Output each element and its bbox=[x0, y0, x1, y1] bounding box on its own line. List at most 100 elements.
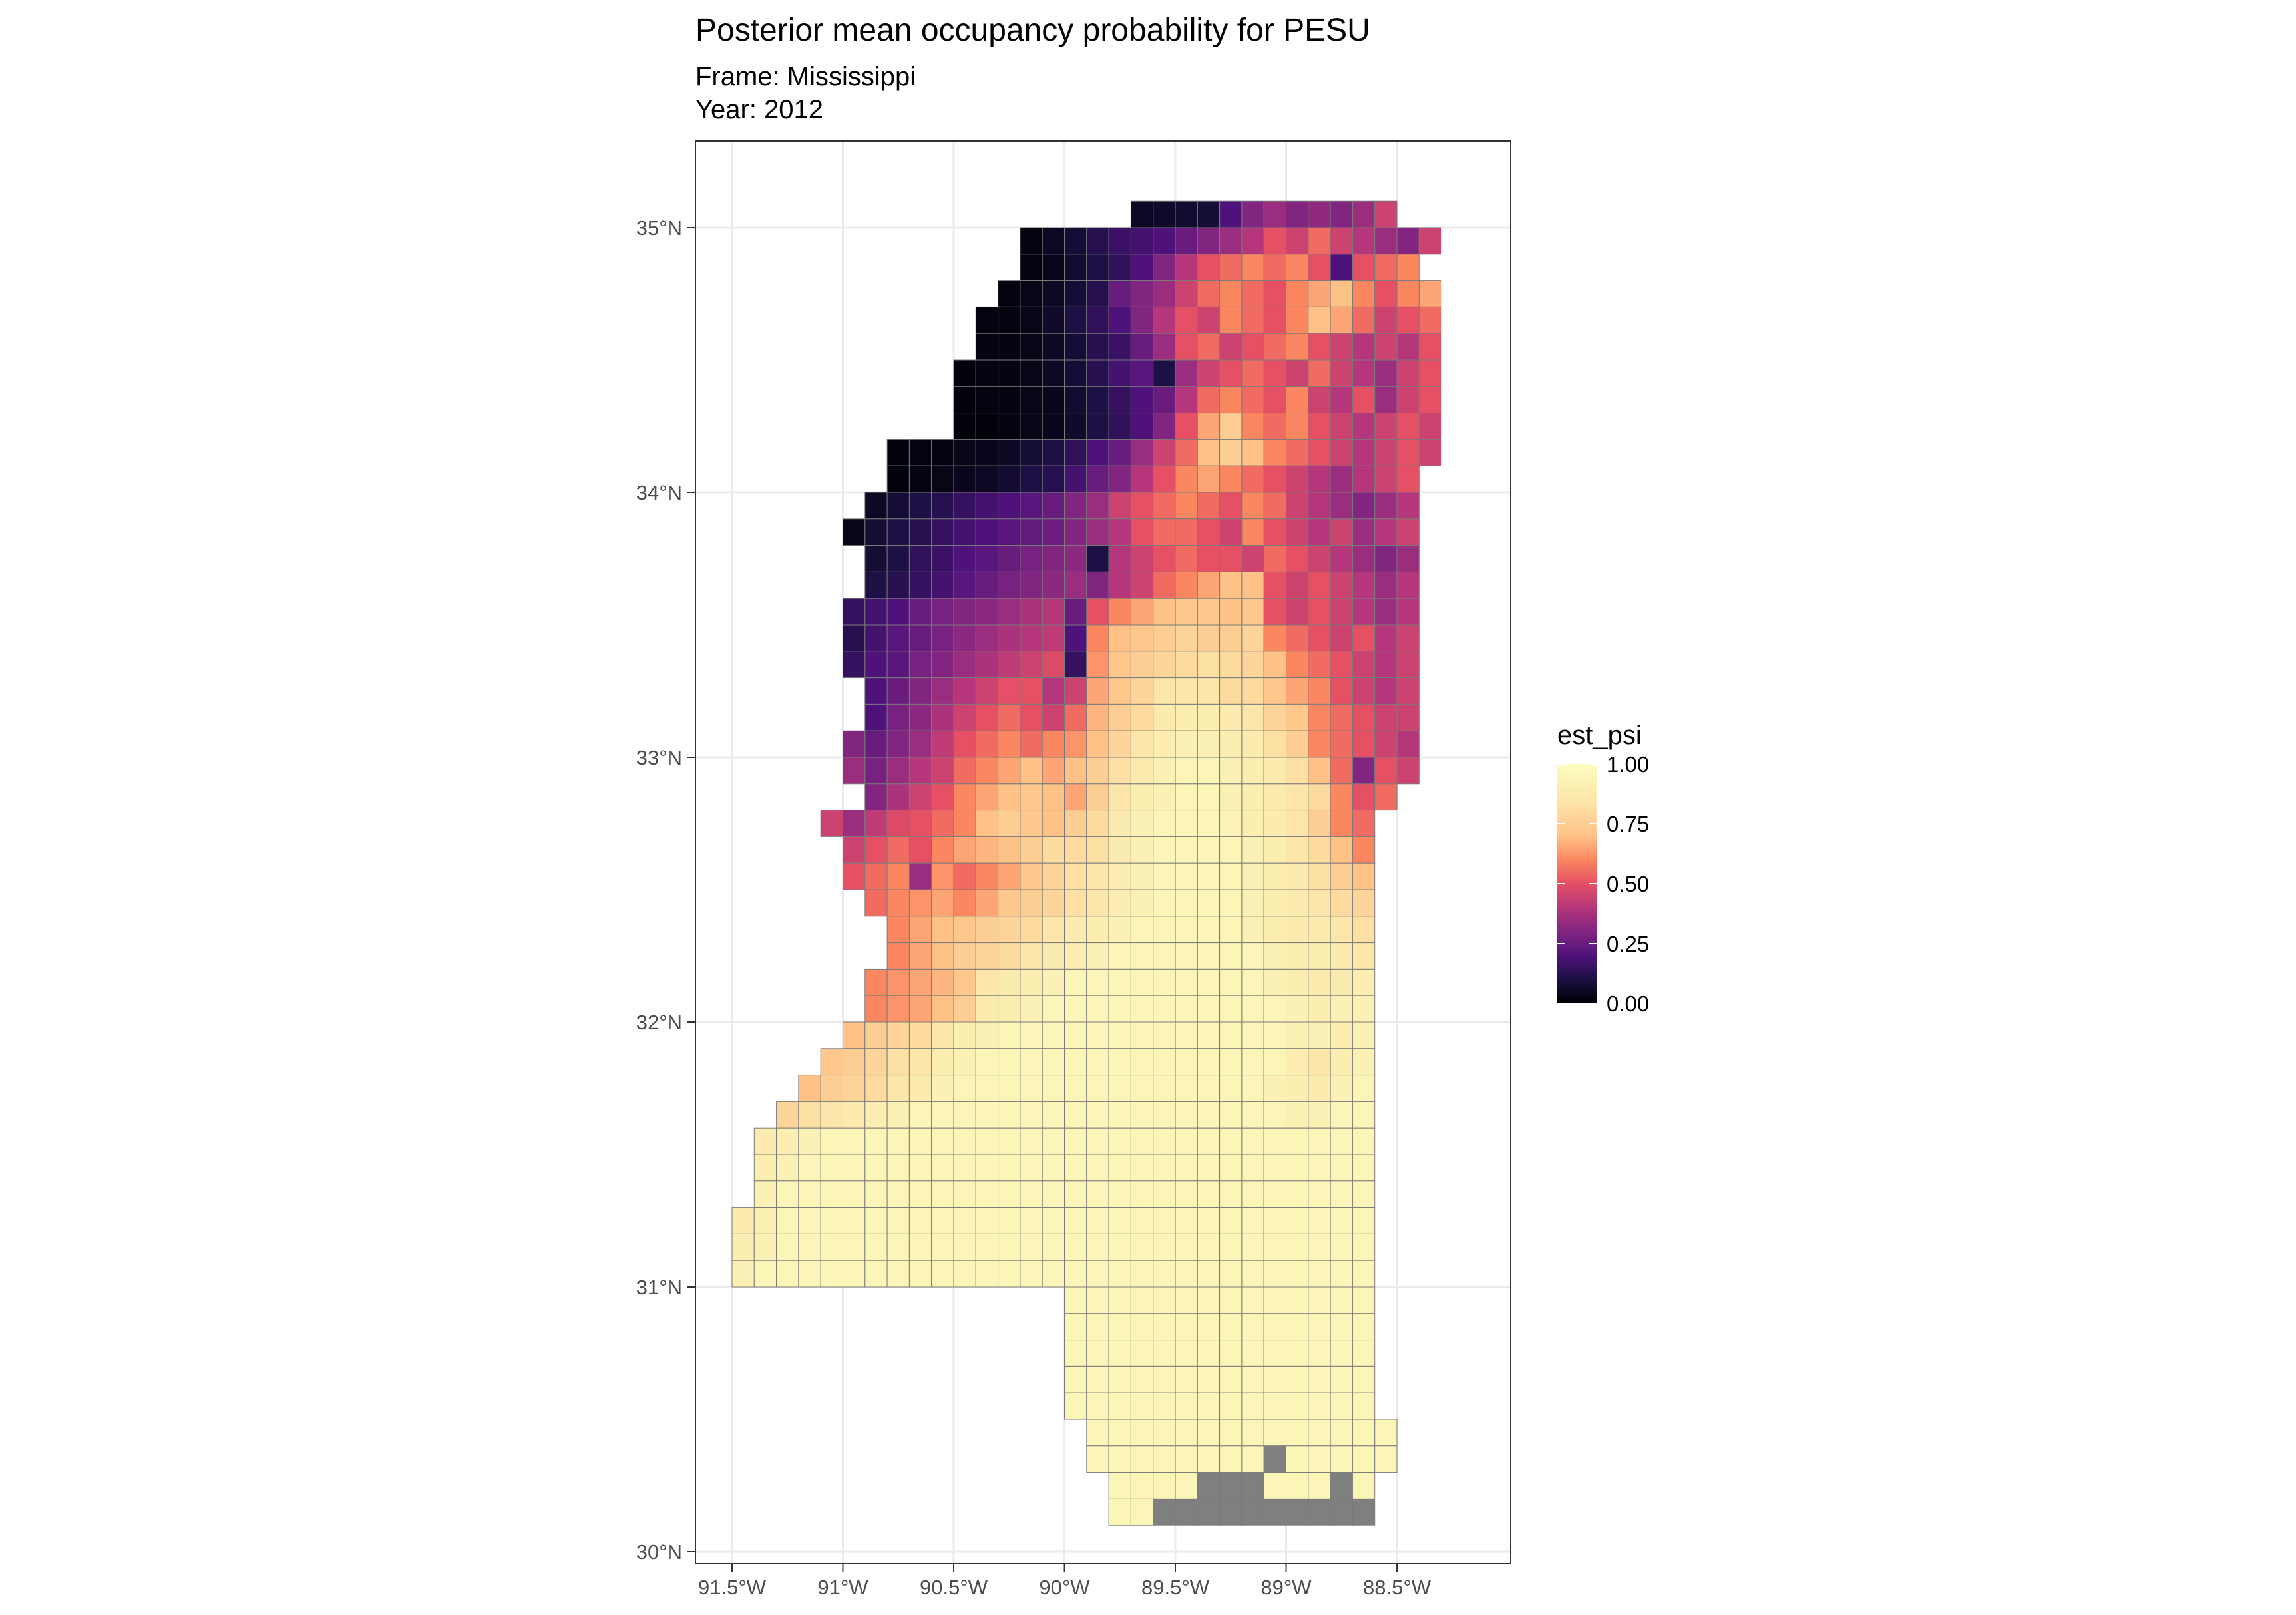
grid-cell bbox=[1330, 836, 1353, 864]
grid-cell bbox=[1175, 1154, 1198, 1182]
grid-cell bbox=[1197, 1075, 1221, 1102]
grid-cell bbox=[931, 1233, 954, 1261]
grid-cell bbox=[1108, 1154, 1131, 1182]
grid-cell bbox=[1263, 1340, 1286, 1367]
grid-cell bbox=[1241, 571, 1264, 599]
grid-cell bbox=[975, 439, 999, 466]
grid-cell bbox=[931, 677, 954, 705]
grid-cell bbox=[1130, 439, 1154, 466]
grid-cell bbox=[1086, 1127, 1109, 1155]
grid-cell bbox=[731, 1260, 755, 1288]
grid-cell bbox=[1175, 1286, 1198, 1314]
grid-cell bbox=[820, 1207, 843, 1234]
grid-cell bbox=[1263, 492, 1286, 520]
grid-cell bbox=[1108, 545, 1131, 572]
grid-cell bbox=[843, 1075, 866, 1102]
grid-cell bbox=[1263, 1075, 1286, 1102]
grid-cell bbox=[1330, 1472, 1353, 1499]
grid-cell bbox=[975, 624, 999, 652]
grid-cell bbox=[1308, 1419, 1331, 1447]
legend-label: 0.25 bbox=[1607, 932, 1649, 956]
grid-cell bbox=[1286, 624, 1309, 652]
grid-cell bbox=[1263, 916, 1286, 944]
grid-cell bbox=[1396, 306, 1420, 334]
grid-cell bbox=[886, 677, 910, 705]
grid-cell bbox=[998, 1075, 1021, 1102]
grid-cell bbox=[1064, 386, 1087, 414]
grid-cell bbox=[1219, 227, 1243, 255]
grid-cell bbox=[975, 783, 999, 811]
grid-cell bbox=[1263, 518, 1286, 546]
grid-cell bbox=[998, 703, 1021, 731]
grid-cell bbox=[1153, 306, 1176, 334]
grid-cell bbox=[1286, 280, 1309, 307]
grid-cell bbox=[1219, 1180, 1243, 1208]
grid-cell bbox=[1418, 280, 1442, 307]
grid-cell bbox=[1042, 1127, 1065, 1155]
grid-cell bbox=[1153, 1419, 1176, 1447]
grid-cell bbox=[1108, 757, 1131, 785]
grid-cell bbox=[1286, 1498, 1309, 1526]
grid-cell bbox=[753, 1233, 777, 1261]
grid-cell bbox=[1396, 703, 1420, 731]
grid-cell bbox=[931, 810, 954, 837]
grid-cell bbox=[931, 995, 954, 1023]
grid-cell bbox=[998, 598, 1021, 626]
grid-cell bbox=[1153, 492, 1176, 520]
grid-cell bbox=[1064, 518, 1087, 546]
grid-cell bbox=[1263, 810, 1286, 837]
grid-cell bbox=[1219, 1127, 1243, 1155]
grid-cell bbox=[975, 942, 999, 970]
grid-cell bbox=[1308, 1101, 1331, 1129]
grid-cell bbox=[1241, 862, 1264, 890]
grid-cell bbox=[908, 968, 932, 996]
grid-cell bbox=[1197, 1445, 1221, 1473]
subtitle-year: Year: 2012 bbox=[695, 95, 824, 124]
grid-cell bbox=[1330, 1498, 1353, 1526]
grid-cell bbox=[953, 757, 976, 785]
grid-cell bbox=[1130, 703, 1154, 731]
grid-cell bbox=[998, 916, 1021, 944]
grid-cell bbox=[1286, 677, 1309, 705]
grid-cell bbox=[1197, 280, 1221, 307]
grid-cell bbox=[1286, 889, 1309, 917]
grid-cell bbox=[1086, 359, 1109, 387]
grid-cell bbox=[908, 916, 932, 944]
grid-cell bbox=[1241, 1313, 1264, 1341]
grid-cell bbox=[1286, 810, 1309, 837]
grid-cell bbox=[1042, 836, 1065, 864]
grid-cell bbox=[1330, 942, 1353, 970]
grid-cell bbox=[1219, 1365, 1243, 1393]
grid-cell bbox=[1352, 1498, 1376, 1526]
grid-cell bbox=[886, 439, 910, 466]
grid-cell bbox=[1108, 1180, 1131, 1208]
grid-cell bbox=[1330, 518, 1353, 546]
grid-cell bbox=[1197, 1180, 1221, 1208]
grid-cell bbox=[1064, 1021, 1087, 1049]
grid-cell bbox=[798, 1154, 821, 1182]
grid-cell bbox=[1086, 889, 1109, 917]
grid-cell bbox=[1197, 254, 1221, 281]
grid-cell bbox=[931, 1260, 954, 1288]
grid-cell bbox=[975, 916, 999, 944]
grid-cell bbox=[1308, 598, 1331, 626]
grid-cell bbox=[753, 1260, 777, 1288]
grid-cell bbox=[1197, 439, 1221, 466]
grid-cell bbox=[1263, 1365, 1286, 1393]
grid-cell bbox=[1219, 995, 1243, 1023]
grid-cell bbox=[1396, 651, 1420, 679]
grid-cell bbox=[1108, 942, 1131, 970]
grid-cell bbox=[1308, 730, 1331, 758]
grid-cell bbox=[931, 1101, 954, 1129]
grid-cell bbox=[1241, 413, 1264, 440]
grid-cell bbox=[1418, 413, 1442, 440]
grid-cell bbox=[1175, 1180, 1198, 1208]
grid-cell bbox=[1374, 677, 1398, 705]
grid-cell bbox=[1396, 730, 1420, 758]
grid-cell bbox=[1064, 889, 1087, 917]
grid-cell bbox=[998, 942, 1021, 970]
grid-cell bbox=[1286, 545, 1309, 572]
grid-cell bbox=[1308, 492, 1331, 520]
grid-cell bbox=[1197, 1286, 1221, 1314]
grid-cell bbox=[1308, 254, 1331, 281]
